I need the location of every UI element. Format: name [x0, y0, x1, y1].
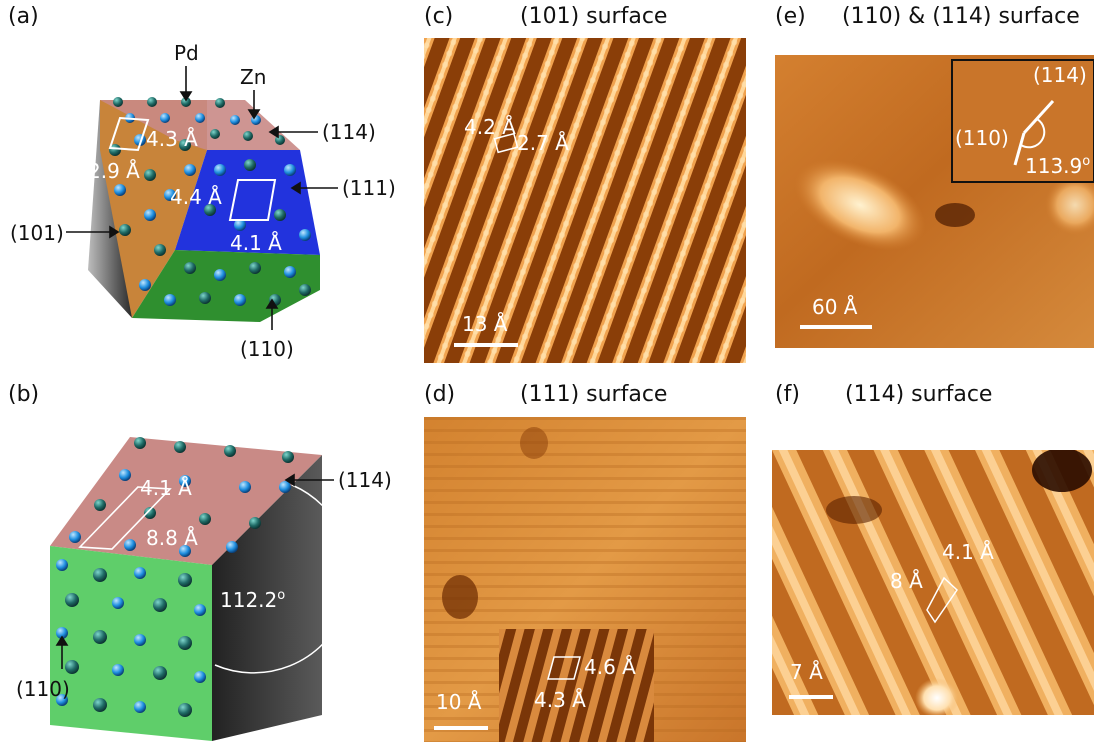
- panel-a-dim-101-short: 2.9 Å: [88, 159, 140, 183]
- panel-b-crystal-model: (114) (110) 4.1 Å 8.8 Å 112.2o: [16, 437, 392, 741]
- svg-text:113.9o: 113.9o: [1025, 154, 1090, 178]
- panel-a-facet-110: (110): [240, 337, 294, 361]
- panel-e-stm-image: (114) (110) 113.9o 60 Å: [775, 55, 1094, 348]
- panel-c-dim-b: 2.7 Å: [517, 131, 569, 155]
- panel-label-a: (a): [8, 4, 39, 29]
- panel-e-scale-label: 60 Å: [812, 295, 858, 319]
- panel-f-scale-label: 7 Å: [790, 660, 823, 684]
- panel-d-dim-b: 4.3 Å: [534, 688, 586, 712]
- panel-f-stm-image: 4.1 Å 8 Å 7 Å: [772, 450, 1094, 715]
- panel-label-c: (c): [424, 4, 454, 29]
- panel-f-dim-a: 4.1 Å: [942, 540, 994, 564]
- panel-a-dim-111-long: 4.4 Å: [170, 185, 222, 209]
- panel-c-scale-label: 13 Å: [462, 312, 508, 336]
- panel-b-front-atoms: [56, 559, 206, 717]
- panel-b-dim-long: 8.8 Å: [146, 526, 198, 550]
- panel-a-unitcell-111: [228, 179, 277, 221]
- panel-a-dim-101-long: 4.3 Å: [146, 127, 198, 151]
- panel-c-stm-image: 4.2 Å 2.7 Å 13 Å: [424, 38, 746, 363]
- panel-label-f: (f): [775, 382, 800, 407]
- panel-d-title: (111) surface: [520, 382, 668, 407]
- panel-a-unitcell-101: [108, 116, 150, 152]
- panel-b-dim-short: 4.1 Å: [140, 476, 192, 500]
- svg-text:112.2o: 112.2o: [220, 588, 285, 612]
- panel-label-b: (b): [8, 382, 40, 407]
- panel-b-top-atoms: [69, 437, 294, 557]
- panel-a-dim-111-short: 4.1 Å: [230, 231, 282, 255]
- panel-e-inset: [951, 59, 1094, 183]
- panel-a-facet-101: (101): [10, 221, 64, 245]
- panel-d-stm-image: 4.6 Å 4.3 Å 10 Å: [424, 417, 746, 742]
- panel-e-title: (110) & (114) surface: [842, 4, 1080, 29]
- panel-label-e: (e): [775, 4, 806, 29]
- panel-b-unitcell-114: [78, 486, 172, 550]
- panel-a-zn-label: Zn: [240, 65, 266, 89]
- panel-d-scale-label: 10 Å: [436, 690, 482, 714]
- panel-b-angle-arc: [214, 484, 353, 674]
- panel-a-facet-114: (114): [322, 120, 376, 144]
- panel-e-angle-value: 113.9: [1025, 154, 1082, 178]
- panel-e-angle-unit: o: [1082, 154, 1090, 169]
- panel-d-inset: [499, 629, 654, 742]
- panel-d-dim-a: 4.6 Å: [584, 655, 636, 679]
- panel-b-side-face: [212, 455, 322, 741]
- panel-b-facet-110: (110): [16, 677, 70, 701]
- panel-c-title: (101) surface: [520, 4, 668, 29]
- panel-c-dim-a: 4.2 Å: [464, 115, 516, 139]
- panel-f-dim-b: 8 Å: [890, 569, 923, 593]
- panel-f-title: (114) surface: [845, 382, 993, 407]
- panel-label-d: (d): [424, 382, 456, 407]
- panel-e-inset-114: (114): [1033, 63, 1087, 87]
- panel-b-angle-value: 112.2: [220, 588, 277, 612]
- panel-a-side-face: [88, 100, 132, 318]
- panel-e-inset-110: (110): [955, 126, 1009, 150]
- panel-a-facet-111: (111): [342, 176, 396, 200]
- panel-b-facet-114: (114): [338, 468, 392, 492]
- panel-b-face-110: [50, 546, 212, 741]
- panel-a-face-111: [175, 150, 320, 255]
- panel-a-pd-label: Pd: [174, 41, 199, 65]
- panel-a-crystal-model: Pd Zn (114) (111) (101) (110) 4.3 Å 2.9 …: [10, 41, 396, 361]
- panel-b-angle-unit: o: [277, 588, 285, 603]
- panel-a-face-101: [100, 100, 207, 318]
- panel-b-face-114: [50, 437, 322, 565]
